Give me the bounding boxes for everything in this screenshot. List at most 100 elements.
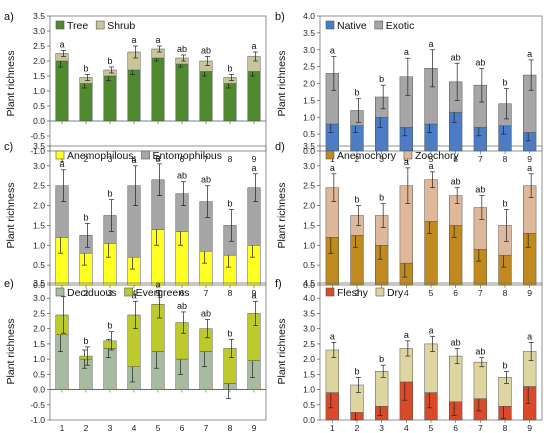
y-tick-label: 3.0 [303, 161, 315, 171]
significance-letter: ab [451, 177, 461, 187]
significance-letter: a [404, 330, 409, 340]
x-tick-label: 3 [108, 423, 113, 433]
bar-tree [103, 75, 117, 122]
bar-dry [473, 361, 487, 399]
significance-letter: b [354, 366, 359, 376]
bar-evergreens [223, 348, 237, 384]
x-tick-label: 4 [404, 423, 409, 433]
significance-letter: b [83, 64, 88, 74]
bar-entomophilous [79, 235, 93, 254]
bar-evergreens [247, 313, 261, 361]
bar-tree [223, 83, 237, 122]
y-tick-label: 1.0 [303, 385, 315, 395]
y-tick-label: 2.0 [33, 56, 45, 66]
y-tick-label: 3.0 [33, 26, 45, 36]
x-tick-label: 3 [379, 154, 384, 164]
x-tick-label: 1 [60, 423, 65, 433]
legend-swatch [55, 20, 65, 30]
legend-label: Exotic [386, 20, 415, 32]
bar-tree [247, 71, 261, 122]
bar-tree [199, 71, 213, 122]
bar-native [350, 125, 364, 152]
bar-exotic [523, 74, 537, 133]
legend-label: Evergreens [136, 287, 190, 299]
bar-anemophilous [55, 237, 69, 286]
y-axis-label: Plant richness [276, 51, 288, 117]
significance-letter: ab [177, 301, 187, 311]
bar-zoochory [523, 185, 537, 234]
bar-zoochory [325, 187, 339, 238]
x-tick-label: 2 [84, 154, 89, 164]
legend-swatch [375, 287, 385, 297]
legend-label: Entomophilous [153, 150, 222, 162]
significance-letter: a [404, 157, 409, 167]
significance-letter: ab [201, 309, 211, 319]
panel-b: b)0.00.51.01.52.02.53.03.54.0123456789ab… [275, 11, 543, 164]
y-tick-label: 1.0 [33, 354, 45, 364]
significance-letter: ab [451, 52, 461, 62]
x-tick-label: 9 [252, 154, 257, 164]
significance-letter: b [83, 212, 88, 222]
legend-swatch [141, 150, 150, 160]
bar-evergreens [151, 304, 165, 352]
y-axis-label: Plant richness [276, 319, 288, 385]
x-tick-label: 7 [478, 423, 483, 433]
panel-label: b) [275, 11, 285, 23]
y-tick-label: 1.5 [303, 220, 315, 230]
x-tick-label: 8 [503, 154, 508, 164]
y-tick-label: 3.5 [33, 11, 45, 21]
bar-dry [498, 377, 512, 407]
significance-letter: a [251, 163, 256, 173]
x-tick-label: 2 [355, 288, 360, 298]
significance-letter: ab [201, 46, 211, 56]
bar-anemophilous [199, 250, 213, 286]
significance-letter: ab [475, 347, 485, 357]
bar-anemophilous [175, 231, 189, 286]
bar-deciduous [223, 383, 237, 390]
significance-letter: b [379, 193, 384, 203]
bar-anemophilous [79, 252, 93, 286]
significance-letter: b [107, 189, 112, 199]
significance-letter: b [354, 88, 359, 98]
legend-label: Fleshy [337, 287, 369, 299]
y-axis-label: Plant richness [5, 183, 17, 249]
bar-anemophilous [247, 245, 261, 286]
bar-tree [55, 60, 69, 122]
panel-label: f) [275, 278, 282, 290]
legend-label: Native [337, 20, 367, 32]
bar-entomophilous [247, 187, 261, 246]
bar-tree [151, 57, 165, 122]
bar-native [473, 127, 487, 152]
bar-exotic [473, 84, 487, 128]
significance-letter: b [502, 360, 507, 370]
plot-frame [49, 15, 267, 152]
significance-letter: b [227, 199, 232, 209]
y-tick-label: 3.5 [303, 141, 315, 151]
bar-anemochory [449, 225, 463, 286]
bar-fleshy [350, 412, 364, 421]
legend-swatch [124, 287, 133, 297]
bar-dry [449, 355, 463, 402]
bar-shrub [199, 60, 213, 72]
bar-tree [127, 69, 141, 122]
bar-anemochory [375, 245, 389, 286]
legend-swatch [374, 20, 384, 30]
x-tick-label: 9 [527, 423, 532, 433]
bar-exotic [399, 76, 413, 128]
bar-dry [375, 371, 389, 407]
bar-fleshy [449, 401, 463, 421]
x-tick-label: 7 [478, 154, 483, 164]
bar-anemochory [350, 235, 364, 286]
x-tick-label: 5 [429, 288, 434, 298]
x-tick-label: 4 [132, 154, 137, 164]
bar-exotic [350, 110, 364, 126]
legend-swatch [325, 20, 335, 30]
legend-label: Shrub [107, 20, 135, 32]
bar-zoochory [473, 207, 487, 250]
significance-letter: b [107, 321, 112, 331]
bar-tree [79, 83, 93, 122]
y-tick-label: -1.0 [30, 146, 45, 156]
bar-exotic [498, 103, 512, 126]
bar-tree [175, 63, 189, 122]
y-tick-label: 2.0 [303, 79, 315, 89]
